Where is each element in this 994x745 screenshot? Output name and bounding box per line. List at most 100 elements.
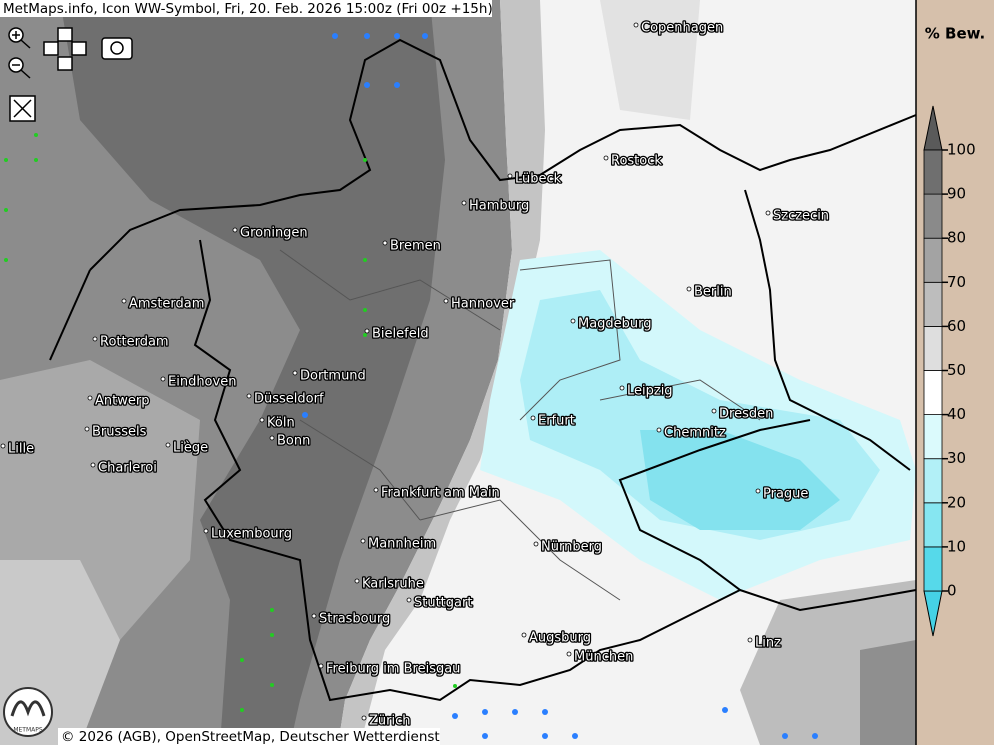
city-label: München	[574, 650, 633, 665]
fullscreen-button[interactable]	[9, 95, 36, 122]
zoom-in[interactable]	[8, 27, 31, 49]
city-dot	[530, 415, 536, 421]
cloud-zone	[640, 430, 840, 530]
coastline	[49, 269, 91, 361]
legend-tick-label: 80	[947, 229, 966, 247]
city-label: Nürnberg	[541, 540, 602, 555]
city-label: Bielefeld	[372, 327, 429, 342]
city-dot	[361, 715, 367, 721]
city-label: Brussels	[92, 425, 147, 440]
city-label: Antwerp	[95, 394, 149, 409]
city-label: Zürich	[369, 714, 411, 729]
legend-tick-label: 70	[947, 273, 966, 291]
city-label: Amsterdam	[129, 297, 204, 312]
controls	[8, 27, 133, 122]
city-dot	[87, 395, 93, 401]
city-label: Prague	[763, 487, 808, 502]
legend-tick-label: 100	[947, 141, 976, 159]
city-dot	[507, 173, 513, 179]
city-label: Augsburg	[529, 631, 591, 646]
city-label: Leipzig	[627, 384, 673, 399]
city-dot	[364, 328, 370, 334]
city-dot	[360, 538, 366, 544]
city-dot	[259, 417, 265, 423]
city-dot	[521, 632, 527, 638]
legend-tick-label: 0	[947, 582, 957, 600]
city-dot	[354, 578, 360, 584]
city-dot	[318, 663, 324, 669]
city-label: Luxembourg	[211, 527, 292, 542]
city-label: Bremen	[390, 239, 441, 254]
region-border	[279, 249, 761, 601]
colorbar-band	[923, 149, 943, 195]
city-label: Dresden	[719, 407, 773, 422]
colorbar-band	[923, 502, 943, 548]
city-dot	[311, 613, 317, 619]
city-label: Düsseldorf	[254, 392, 324, 407]
logo-text: METMAPS	[13, 727, 43, 734]
city-dot	[0, 443, 6, 449]
city-dot	[160, 376, 166, 382]
city-dot	[755, 488, 761, 494]
city-dot	[686, 286, 692, 292]
city-dot	[656, 427, 662, 433]
city-dot	[121, 298, 127, 304]
city-dot	[165, 442, 171, 448]
city-dot	[461, 200, 467, 206]
city-dot	[443, 298, 449, 304]
city-label: Chemnitz	[664, 426, 726, 441]
city-label: Copenhagen	[641, 21, 723, 36]
colorbar-band	[923, 281, 943, 327]
city-label: Köln	[267, 416, 295, 431]
city-dot	[633, 22, 639, 28]
city-dot	[566, 651, 572, 657]
legend-tick-label: 20	[947, 493, 966, 511]
city-dot	[203, 528, 209, 534]
colorbar-band	[923, 458, 943, 504]
border-line	[193, 239, 811, 702]
city-dot	[292, 370, 298, 376]
city-dot	[619, 385, 625, 391]
copyright: © 2026 (AGB), OpenStreetMap, Deutscher W…	[61, 729, 440, 745]
colorbar-band	[923, 193, 943, 239]
city-dot	[382, 240, 388, 246]
colorbar-band	[923, 546, 943, 592]
footer-bar	[58, 728, 440, 745]
city-label: Strasbourg	[319, 612, 390, 627]
zoom-out[interactable]	[8, 57, 31, 79]
colorbar-band	[923, 325, 943, 371]
cloud-zone	[600, 0, 700, 120]
drizzle-symbols	[4, 133, 457, 712]
cloud-zone	[860, 640, 916, 745]
city-dot	[373, 487, 379, 493]
colorbar-band	[923, 414, 943, 460]
city-label: Charleroi	[98, 461, 157, 476]
city-label: Bonn	[277, 434, 310, 449]
legend-title: % Bew.	[925, 25, 985, 43]
pan-controls[interactable]	[43, 27, 87, 71]
city-label: Linz	[755, 636, 781, 651]
city-dot	[765, 210, 771, 216]
city-label: Rotterdam	[100, 335, 169, 350]
legend-tick-label: 50	[947, 361, 966, 379]
city-label: Szczecin	[773, 209, 829, 224]
city-dot	[84, 426, 90, 432]
city-labels: Copenhagen Rostock Lübeck Hamburg Szczecin Gr…	[0, 19, 830, 730]
city-label: Magdeburg	[578, 317, 652, 332]
city-dot	[406, 597, 412, 603]
city-label: Stuttgart	[414, 596, 472, 611]
city-dot	[570, 318, 576, 324]
snow-symbols	[302, 33, 818, 739]
border-line	[739, 589, 917, 612]
legend-tick-label: 40	[947, 405, 966, 423]
coastline	[89, 38, 917, 271]
screenshot-button[interactable]	[101, 37, 133, 60]
city-label: Hannover	[451, 297, 515, 312]
colorbar-band	[923, 370, 943, 415]
city-label: Lübeck	[515, 172, 562, 187]
city-dot	[232, 227, 238, 233]
map-title: MetMaps.info, Icon WW-Symbol, Fri, 20. F…	[3, 1, 493, 17]
logo: METMAPS	[3, 687, 53, 737]
city-label: Mannheim	[368, 537, 436, 552]
